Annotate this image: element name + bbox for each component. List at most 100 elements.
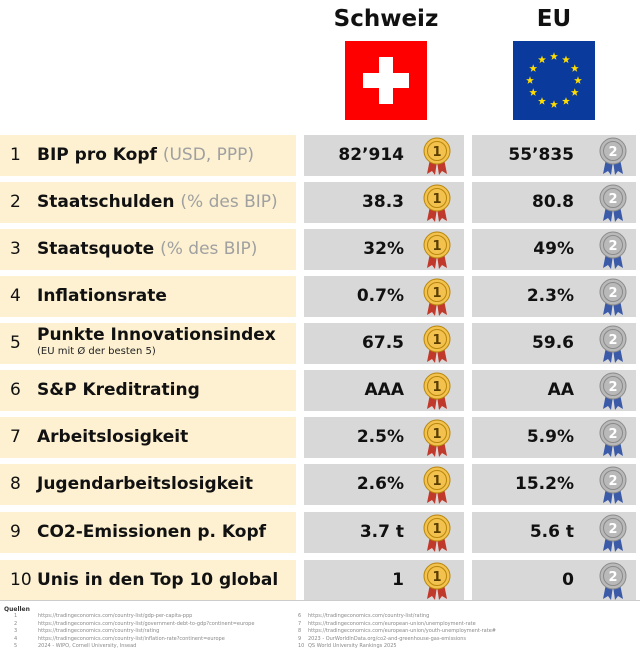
row-number: 3 [10, 239, 21, 259]
source-number: 9 [298, 635, 302, 642]
eu-value: 59.6 [532, 333, 574, 353]
silver-medal-icon: 2 [598, 466, 628, 504]
source-link[interactable]: https://tradingeconomics.com/country-lis… [38, 628, 160, 635]
row-label-cell: 1 BIP pro Kopf (USD, PPP) [0, 135, 296, 176]
svg-text:2: 2 [608, 192, 617, 207]
row-number: 1 [10, 145, 21, 165]
svg-text:1: 1 [432, 474, 441, 489]
row-label: Unis in den Top 10 global [37, 570, 279, 590]
schweiz-value-cell: 38.3 1 [304, 182, 464, 223]
row-label: Staatsquote (% des BIP) [37, 239, 258, 259]
table-row: 1 BIP pro Kopf (USD, PPP) 82’914 1 55’835 2 [0, 135, 640, 176]
eu-value-cell: 59.6 2 [472, 323, 636, 364]
silver-medal-icon: 2 [598, 372, 628, 410]
gold-medal-icon: 1 [422, 278, 452, 316]
sources-section: Quellen 1 https://tradingeconomics.com/co… [0, 598, 640, 655]
row-label-cell: 4 Inflationsrate [0, 276, 296, 317]
column-header-eu: EU [536, 6, 572, 32]
row-label-cell: 8 Jugendarbeitslosigkeit [0, 464, 296, 505]
row-number: 10 [10, 570, 32, 590]
schweiz-value-cell: 32% 1 [304, 229, 464, 270]
gold-medal-icon: 1 [422, 137, 452, 175]
svg-text:1: 1 [432, 239, 441, 254]
eu-value-cell: 5.6 t 2 [472, 512, 636, 553]
gold-medal-icon: 1 [422, 466, 452, 504]
source-link[interactable]: 2023 - OurWorldInData.org/co2-and-greenh… [308, 635, 466, 642]
source-link[interactable]: https://tradingeconomics.com/country-lis… [38, 635, 225, 642]
eu-value-cell: 55’835 2 [472, 135, 636, 176]
row-unit: (% des BIP) [180, 192, 278, 212]
row-label: Inflationsrate [37, 286, 167, 306]
source-link[interactable]: https://tradingeconomics.com/country-lis… [38, 620, 255, 627]
source-link[interactable]: QS World University Rankings 2025 [308, 643, 397, 650]
table-row: 8 Jugendarbeitslosigkeit 2.6% 1 15.2% 2 [0, 464, 640, 505]
svg-text:1: 1 [432, 145, 441, 160]
source-link[interactable]: https://tradingeconomics.com/european-un… [308, 620, 476, 627]
schweiz-value-cell: AAA 1 [304, 370, 464, 411]
schweiz-value: 32% [363, 239, 404, 259]
schweiz-value-cell: 3.7 t 1 [304, 512, 464, 553]
row-number: 9 [10, 522, 21, 542]
row-label-cell: 9 CO2-Emissionen p. Kopf [0, 512, 296, 553]
row-label-cell: 10 Unis in den Top 10 global [0, 560, 296, 601]
row-label-cell: 5 Punkte Innovationsindex (EU mit Ø der be… [0, 323, 296, 364]
row-label: S&P Kreditrating [37, 380, 200, 400]
source-link[interactable]: https://tradingeconomics.com/european-un… [308, 628, 496, 635]
source-number: 2 [14, 620, 18, 627]
silver-medal-icon: 2 [598, 137, 628, 175]
row-unit: (% des BIP) [160, 239, 258, 259]
svg-text:1: 1 [432, 286, 441, 301]
row-number: 6 [10, 380, 21, 400]
svg-text:1: 1 [432, 570, 441, 585]
source-number: 6 [298, 613, 302, 619]
row-label: Arbeitslosigkeit [37, 427, 189, 447]
eu-value: 15.2% [515, 474, 574, 494]
table-row: 10 Unis in den Top 10 global 1 1 0 2 [0, 560, 640, 601]
svg-text:1: 1 [432, 192, 441, 207]
eu-value-cell: 80.8 2 [472, 182, 636, 223]
svg-text:2: 2 [608, 145, 617, 160]
eu-value-cell: 2.3% 2 [472, 276, 636, 317]
svg-text:1: 1 [432, 522, 441, 537]
gold-medal-icon: 1 [422, 419, 452, 457]
schweiz-value: 2.5% [356, 427, 404, 447]
svg-text:1: 1 [432, 333, 441, 348]
row-label: Jugendarbeitslosigkeit [37, 474, 253, 494]
schweiz-value: 82’914 [338, 145, 404, 165]
row-number: 5 [10, 333, 21, 353]
schweiz-value-cell: 67.5 1 [304, 323, 464, 364]
source-link[interactable]: 2024 - WIPO, Cornell University, Insead [38, 643, 137, 650]
source-number: 8 [298, 628, 302, 635]
gold-medal-icon: 1 [422, 562, 452, 600]
row-number: 4 [10, 286, 21, 306]
gold-medal-icon: 1 [422, 184, 452, 222]
source-number: 10 [298, 643, 305, 650]
eu-value-cell: 49% 2 [472, 229, 636, 270]
swiss-flag-icon [345, 41, 427, 120]
source-link[interactable]: https://tradingeconomics.com/country-lis… [308, 613, 430, 619]
row-label-cell: 2 Staatschulden (% des BIP) [0, 182, 296, 223]
schweiz-value: AAA [364, 380, 404, 400]
gold-medal-icon: 1 [422, 514, 452, 552]
schweiz-value: 3.7 t [359, 522, 404, 542]
schweiz-value-cell: 82’914 1 [304, 135, 464, 176]
source-link[interactable]: https://tradingeconomics.com/country-lis… [38, 613, 193, 619]
svg-text:2: 2 [608, 239, 617, 254]
table-row: 5 Punkte Innovationsindex (EU mit Ø der be… [0, 323, 640, 364]
row-label-note: (EU mit Ø der besten 5) [37, 346, 156, 357]
schweiz-value: 38.3 [362, 192, 404, 212]
schweiz-value-cell: 2.6% 1 [304, 464, 464, 505]
source-number: 3 [14, 628, 18, 635]
row-number: 8 [10, 474, 21, 494]
row-unit: (USD, PPP) [162, 145, 255, 165]
eu-value: 2.3% [526, 286, 574, 306]
table-row: 7 Arbeitslosigkeit 2.5% 1 5.9% 2 [0, 417, 640, 458]
eu-value: 55’835 [508, 145, 574, 165]
svg-text:1: 1 [432, 380, 441, 395]
eu-value: 49% [533, 239, 574, 259]
row-label-cell: 6 S&P Kreditrating [0, 370, 296, 411]
eu-value-cell: AA 2 [472, 370, 636, 411]
eu-value-cell: 5.9% 2 [472, 417, 636, 458]
